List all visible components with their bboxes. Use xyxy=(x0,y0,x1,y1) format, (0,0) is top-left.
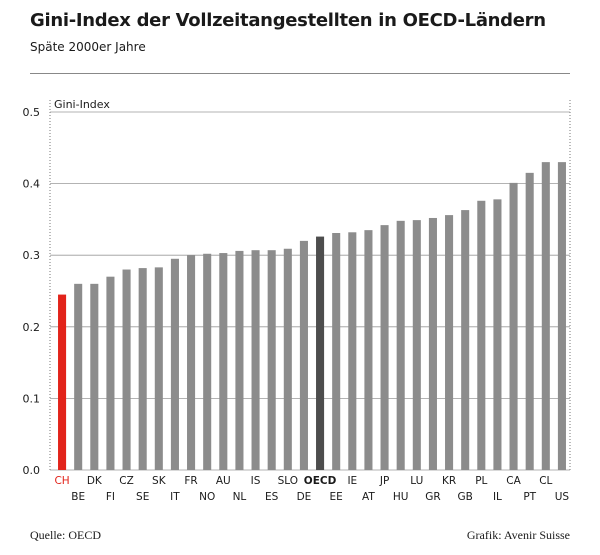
source-note: Quelle: OECD xyxy=(30,528,101,542)
bar-jp xyxy=(380,225,389,470)
bar-pt xyxy=(525,172,534,471)
x-tick-label: US xyxy=(555,491,570,503)
x-tick-label: FI xyxy=(106,491,115,503)
bar-hu xyxy=(396,220,405,470)
x-tick-label: CH xyxy=(54,475,69,487)
bars xyxy=(58,162,566,471)
bar-pl xyxy=(477,200,486,470)
x-tick-label: HU xyxy=(393,491,409,503)
header-divider xyxy=(30,73,570,74)
bar-gr xyxy=(428,217,437,470)
bar-dk xyxy=(90,283,99,470)
x-tick-label: CZ xyxy=(119,475,134,487)
bar-nl xyxy=(235,250,244,470)
bar-de xyxy=(299,240,308,470)
x-tick-label: AT xyxy=(362,491,375,503)
x-tick-label: PT xyxy=(523,491,536,503)
bar-ee xyxy=(332,233,341,470)
bar-lu xyxy=(412,220,421,470)
x-tick-label: DK xyxy=(87,475,103,487)
x-tick-label: GR xyxy=(425,491,440,503)
bar-slo xyxy=(283,248,292,470)
credit-note: Grafik: Avenir Suisse xyxy=(466,528,570,542)
bar-il xyxy=(493,199,502,471)
x-tick-label: IS xyxy=(251,475,261,487)
x-tick-label: PL xyxy=(475,475,487,487)
x-tick-label: SLO xyxy=(278,475,298,487)
y-tick-label: 0.0 xyxy=(23,464,41,477)
x-tick-label: EE xyxy=(330,491,343,503)
bar-no xyxy=(203,253,212,470)
bar-cl xyxy=(541,162,550,470)
y-axis-title: Gini-Index xyxy=(54,98,110,111)
y-tick-label: 0.1 xyxy=(23,392,41,405)
x-tick-label: SK xyxy=(152,475,167,487)
x-tick-label: KR xyxy=(442,475,456,487)
y-tick-label: 0.5 xyxy=(23,106,41,119)
bar-ch xyxy=(58,294,67,470)
x-tick-label: CA xyxy=(506,475,521,487)
axes: 0.0 0.1 0.2 0.3 0.4 0.5 Gini-Index xyxy=(23,98,571,477)
x-tick-label: AU xyxy=(216,475,231,487)
x-tick-label: CL xyxy=(539,475,552,487)
bar-at xyxy=(364,230,373,470)
x-tick-label: DE xyxy=(297,491,312,503)
x-tick-label: FR xyxy=(184,475,197,487)
bar-es xyxy=(267,250,276,470)
bar-it xyxy=(170,258,179,470)
chart-title: Gini-Index der Vollzeitangestellten in O… xyxy=(30,10,546,31)
y-tick-label: 0.2 xyxy=(23,321,41,334)
x-tick-label: LU xyxy=(410,475,423,487)
bar-oecd xyxy=(316,236,325,470)
bar-kr xyxy=(445,215,454,470)
bar-gb xyxy=(461,210,470,471)
bar-fi xyxy=(106,276,115,470)
bar-is xyxy=(251,250,260,470)
bar-se xyxy=(138,268,147,470)
bar-ca xyxy=(509,182,518,470)
bar-au xyxy=(219,253,228,470)
bar-sk xyxy=(154,267,163,470)
x-tick-label: IL xyxy=(493,491,502,503)
x-tick-label: JP xyxy=(379,475,389,487)
x-tick-label: IE xyxy=(347,475,357,487)
x-tick-label: ES xyxy=(265,491,279,503)
y-tick-label: 0.4 xyxy=(23,178,41,191)
x-tick-label: IT xyxy=(170,491,180,503)
bar-fr xyxy=(187,255,196,470)
y-tick-label: 0.3 xyxy=(23,249,41,262)
x-tick-label: GB xyxy=(458,491,473,503)
x-tick-label: NO xyxy=(199,491,215,503)
bar-cz xyxy=(122,269,131,470)
x-tick-label: BE xyxy=(71,491,85,503)
bar-be xyxy=(74,283,83,470)
x-tick-label: NL xyxy=(233,491,247,503)
chart-subtitle: Späte 2000er Jahre xyxy=(30,40,146,54)
x-tick-label: SE xyxy=(136,491,149,503)
x-tick-label: OECD xyxy=(304,475,337,487)
bar-us xyxy=(557,162,566,470)
bar-ie xyxy=(348,232,357,470)
